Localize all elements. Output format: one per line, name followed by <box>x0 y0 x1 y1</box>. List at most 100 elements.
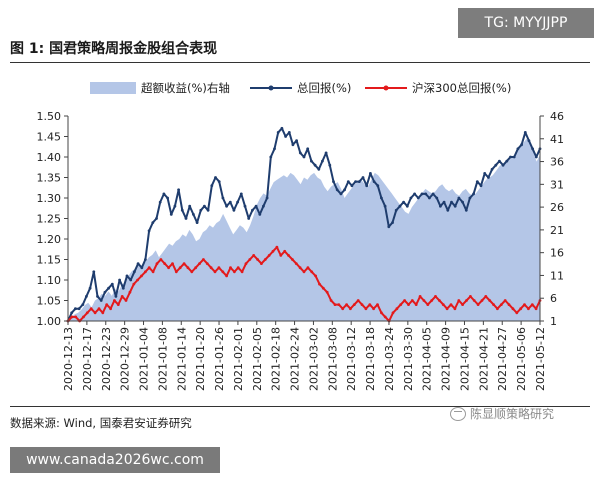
series-area-excess-return <box>68 138 540 321</box>
point-hs300 <box>302 270 306 274</box>
footer-divider <box>10 406 590 407</box>
x-tick-label: 2021-01-26 <box>213 327 226 391</box>
point-total-return <box>357 180 361 184</box>
point-hs300 <box>472 299 476 302</box>
point-total-return <box>295 139 298 143</box>
y-right-tick-label: 16 <box>550 247 564 260</box>
point-hs300 <box>74 315 78 319</box>
point-total-return <box>302 155 306 159</box>
point-total-return <box>402 200 405 204</box>
point-hs300 <box>383 315 387 319</box>
point-hs300 <box>167 266 171 270</box>
point-total-return <box>158 200 162 204</box>
x-tick-label: 2021-03-18 <box>364 327 377 391</box>
point-total-return <box>361 176 365 179</box>
y-left-tick-label: 1.50 <box>37 110 62 123</box>
point-total-return <box>405 204 409 208</box>
point-hs300 <box>275 245 279 249</box>
point-hs300 <box>171 262 174 265</box>
y-right-tick-label: 6 <box>550 292 557 305</box>
point-total-return <box>428 196 431 200</box>
point-hs300 <box>414 303 418 306</box>
point-total-return <box>346 180 350 184</box>
point-hs300 <box>151 270 155 274</box>
point-hs300 <box>380 311 383 315</box>
point-total-return <box>195 221 199 225</box>
point-total-return <box>365 184 369 188</box>
point-total-return <box>284 135 287 138</box>
point-total-return <box>169 213 173 216</box>
y-left-tick-label: 1.45 <box>37 131 62 144</box>
point-hs300 <box>407 303 410 306</box>
point-hs300 <box>190 270 194 274</box>
point-hs300 <box>298 266 302 270</box>
point-hs300 <box>202 258 205 261</box>
x-tick-label: 2021-05-12 <box>534 327 547 391</box>
point-hs300 <box>124 299 128 302</box>
point-hs300 <box>333 303 337 306</box>
point-total-return <box>372 180 376 184</box>
point-total-return <box>490 167 494 171</box>
point-total-return <box>136 262 140 265</box>
point-total-return <box>199 208 203 212</box>
chart-legend: 超额收益(%)右轴 总回报(%) 沪深300总回报(%) <box>90 81 511 95</box>
point-total-return <box>99 299 103 302</box>
point-hs300 <box>372 307 375 311</box>
point-total-return <box>310 159 313 163</box>
point-hs300 <box>252 254 256 257</box>
x-tick-label: 2020-12-29 <box>119 327 132 391</box>
point-hs300 <box>445 307 449 311</box>
point-hs300 <box>89 307 93 311</box>
point-hs300 <box>438 299 441 302</box>
x-tick-label: 2020-12-13 <box>62 327 75 391</box>
point-hs300 <box>441 303 445 306</box>
point-total-return <box>439 204 442 208</box>
point-total-return <box>350 184 354 188</box>
point-total-return <box>214 176 217 179</box>
point-hs300 <box>120 295 124 298</box>
x-tick-label: 2021-02-24 <box>289 327 302 391</box>
x-tick-label: 2021-04-15 <box>458 327 471 391</box>
y-right-tick-label: 41 <box>550 133 564 146</box>
point-total-return <box>298 151 302 155</box>
y-left-tick-label: 1.30 <box>37 192 62 205</box>
point-total-return <box>527 139 531 143</box>
point-hs300 <box>105 303 109 306</box>
wechat-icon <box>450 406 466 421</box>
point-total-return <box>118 278 121 282</box>
point-total-return <box>74 307 77 311</box>
point-hs300 <box>426 303 430 306</box>
point-hs300 <box>159 258 163 261</box>
x-tick-label: 2021-03-12 <box>345 327 358 391</box>
point-hs300 <box>147 266 151 270</box>
watermark-text: 陈显顺策略研究 <box>470 407 555 421</box>
point-hs300 <box>329 299 333 302</box>
y-right-tick-label: 46 <box>550 110 564 123</box>
point-total-return <box>203 204 206 208</box>
point-hs300 <box>356 299 360 302</box>
point-total-return <box>531 147 534 151</box>
y-right-tick-label: 21 <box>550 224 564 237</box>
point-total-return <box>96 295 99 298</box>
point-total-return <box>221 196 225 200</box>
point-total-return <box>254 204 258 208</box>
tg-badge: TG: MYYJJPP <box>458 8 594 38</box>
point-total-return <box>335 188 339 192</box>
point-total-return <box>472 192 475 196</box>
point-total-return <box>276 131 280 134</box>
point-total-return <box>464 208 468 212</box>
x-tick-label: 2021-01-20 <box>194 327 207 391</box>
point-total-return <box>391 221 394 225</box>
point-total-return <box>343 188 346 192</box>
point-hs300 <box>109 307 112 311</box>
point-hs300 <box>430 299 434 302</box>
point-total-return <box>383 204 387 208</box>
point-total-return <box>453 204 457 208</box>
point-total-return <box>442 200 446 204</box>
point-total-return <box>247 217 251 220</box>
point-total-return <box>166 196 170 200</box>
point-total-return <box>262 204 265 208</box>
point-total-return <box>394 208 398 212</box>
point-hs300 <box>492 303 495 306</box>
point-total-return <box>498 159 501 163</box>
